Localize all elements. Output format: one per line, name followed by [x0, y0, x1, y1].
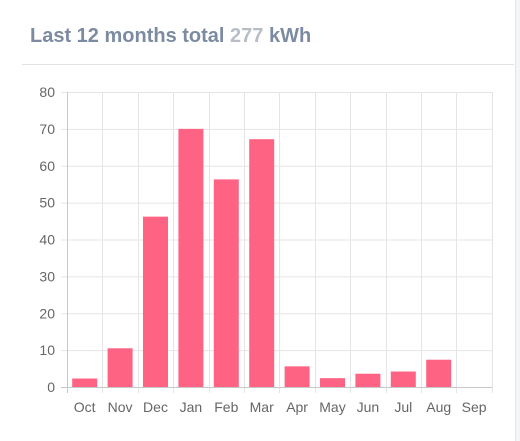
- total-value: 277: [230, 25, 264, 47]
- x-tick-label-jul: Jul: [394, 399, 412, 415]
- title-prefix: Last 12 months total: [30, 25, 225, 47]
- x-tick-label-feb: Feb: [214, 399, 238, 415]
- bar-mar: [249, 139, 275, 387]
- y-tick-label-10: 10: [39, 342, 55, 358]
- bar-feb: [213, 179, 239, 387]
- bar-nov: [107, 348, 133, 387]
- header-divider: [22, 64, 514, 65]
- y-tick-label-30: 30: [39, 268, 55, 284]
- card-title: Last 12 months total 277 kWh: [30, 25, 311, 48]
- y-tick-label-60: 60: [39, 158, 55, 174]
- y-tick-label-80: 80: [39, 84, 55, 100]
- y-tick-label-20: 20: [39, 305, 55, 321]
- bar-apr: [284, 366, 310, 387]
- y-tick-labels: 0 10 20 30 40 50 60 70 80: [39, 84, 55, 395]
- x-tick-label-mar: Mar: [250, 399, 274, 415]
- x-tick-label-jan: Jan: [180, 399, 203, 415]
- y-tick-label-70: 70: [39, 121, 55, 137]
- x-tick-label-jun: Jun: [357, 399, 380, 415]
- x-tick-labels: Oct Nov Dec Jan Feb Mar Apr May Jun Jul Aug Sep: [74, 399, 487, 415]
- axes: [61, 92, 492, 393]
- title-unit: kWh: [268, 25, 312, 47]
- bar-dec: [143, 216, 168, 387]
- bar-oct: [72, 378, 98, 387]
- y-tick-label-50: 50: [39, 195, 55, 211]
- x-tick-label-apr: Apr: [286, 399, 308, 415]
- x-tick-label-sep: Sep: [462, 399, 487, 415]
- bar-may: [320, 378, 345, 387]
- x-tick-label-may: May: [319, 399, 345, 415]
- bar-jan: [178, 128, 204, 387]
- bar-jul: [390, 371, 416, 387]
- x-tick-label-nov: Nov: [108, 399, 133, 415]
- x-tick-label-oct: Oct: [74, 399, 96, 415]
- bar-aug: [426, 359, 452, 387]
- bars: [72, 128, 452, 387]
- y-tick-label-40: 40: [39, 232, 55, 248]
- x-tick-label-aug: Aug: [426, 399, 451, 415]
- grid-lines: [61, 92, 493, 393]
- x-tick-label-dec: Dec: [143, 399, 168, 415]
- y-tick-label-0: 0: [47, 379, 55, 395]
- bar-jun: [355, 373, 381, 387]
